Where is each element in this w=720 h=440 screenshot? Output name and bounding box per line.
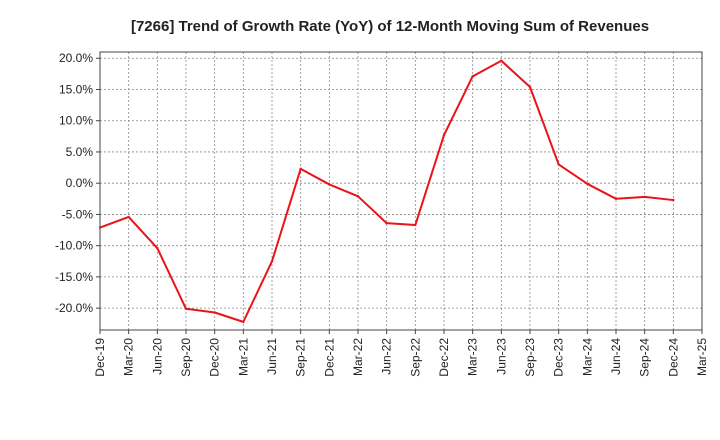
data-point bbox=[614, 197, 618, 201]
grid bbox=[100, 52, 702, 330]
x-tick-label: Jun-23 bbox=[494, 338, 508, 375]
axes: -20.0% -15.0% -10.0% -5.0% 0.0% 5.0% 10.0% 15.0… bbox=[55, 51, 709, 376]
x-tick-label: Jun-21 bbox=[265, 338, 279, 375]
x-tick-label: Dec-23 bbox=[552, 338, 566, 377]
y-tick-label: -10.0% bbox=[55, 239, 93, 253]
data-point bbox=[385, 221, 388, 225]
data-point bbox=[586, 182, 589, 186]
data-point bbox=[557, 163, 560, 166]
x-tick-label: Mar-23 bbox=[466, 338, 480, 376]
growth-rate-line bbox=[99, 59, 675, 323]
x-tick-label: Dec-19 bbox=[93, 338, 107, 377]
x-tick-label: Mar-22 bbox=[351, 338, 365, 376]
y-tick-label: 15.0% bbox=[59, 82, 93, 96]
data-point bbox=[270, 260, 274, 263]
x-tick-label: Mar-21 bbox=[236, 338, 250, 376]
x-tick-label: Mar-25 bbox=[695, 338, 709, 376]
x-tick-label: Dec-22 bbox=[437, 338, 451, 377]
data-point bbox=[442, 133, 446, 137]
y-tick-label: -15.0% bbox=[55, 270, 93, 284]
x-tick-label: Sep-21 bbox=[294, 338, 308, 377]
data-point bbox=[127, 215, 130, 219]
data-point bbox=[98, 226, 102, 229]
x-tick-label: Dec-24 bbox=[666, 338, 680, 377]
x-tick-label: Sep-23 bbox=[523, 338, 537, 377]
y-tick-label: 10.0% bbox=[59, 114, 93, 128]
series-layer bbox=[98, 59, 675, 324]
data-point bbox=[184, 307, 188, 310]
x-tick-label: Dec-21 bbox=[322, 338, 336, 377]
y-tick-label: -20.0% bbox=[55, 301, 93, 315]
x-tick-label: Mar-24 bbox=[580, 338, 594, 376]
data-point bbox=[156, 246, 159, 250]
plot-frame bbox=[99, 51, 703, 331]
x-tick-label: Jun-24 bbox=[609, 338, 623, 375]
data-point bbox=[643, 195, 646, 199]
x-tick-label: Sep-24 bbox=[638, 338, 652, 377]
chart-title: [7266] Trend of Growth Rate (YoY) of 12-… bbox=[131, 18, 649, 35]
data-point bbox=[356, 195, 360, 198]
x-tick-label: Jun-20 bbox=[150, 338, 164, 375]
y-tick-label: 5.0% bbox=[66, 145, 94, 159]
data-point bbox=[242, 320, 245, 324]
y-tick-label: -5.0% bbox=[62, 207, 94, 221]
data-point bbox=[471, 75, 474, 78]
x-tick-label: Mar-20 bbox=[122, 338, 136, 376]
data-point bbox=[299, 167, 302, 171]
x-tick-label: Sep-22 bbox=[408, 338, 422, 377]
data-point bbox=[528, 85, 532, 89]
data-point bbox=[414, 223, 417, 227]
data-point bbox=[500, 59, 503, 62]
x-tick-label: Jun-22 bbox=[380, 338, 394, 375]
x-tick-label: Dec-20 bbox=[208, 338, 222, 377]
data-point bbox=[672, 198, 675, 202]
y-tick-label: 20.0% bbox=[59, 51, 93, 65]
data-point bbox=[213, 311, 216, 314]
y-tick-label: 0.0% bbox=[66, 176, 94, 190]
data-point bbox=[328, 183, 331, 186]
x-tick-label: Sep-20 bbox=[179, 338, 193, 377]
